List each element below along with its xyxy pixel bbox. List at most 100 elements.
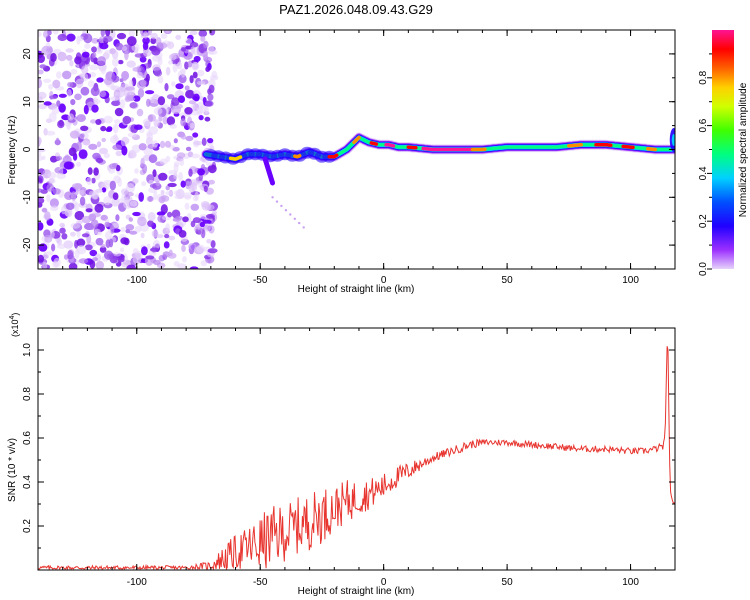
noise-blob [207, 138, 214, 144]
noise-blob [70, 222, 81, 229]
noise-blob [65, 202, 75, 210]
noise-blob [104, 49, 111, 58]
noise-blob [45, 130, 56, 136]
noise-blob [172, 146, 180, 152]
noise-blob [280, 204, 283, 208]
noise-blob [46, 183, 55, 192]
noise-blob [200, 35, 206, 42]
noise-blob [38, 78, 43, 89]
noise-blob [38, 254, 44, 263]
noise-blob [165, 191, 174, 196]
noise-blob [58, 166, 64, 175]
noise-blob [129, 230, 138, 235]
noise-blob [126, 36, 137, 47]
noise-blob [104, 231, 113, 240]
y-tick-label: 0.6 [22, 431, 33, 445]
noise-blob [91, 104, 99, 113]
noise-blob [150, 247, 160, 252]
noise-blob [207, 93, 214, 101]
noise-blob [76, 238, 86, 247]
noise-blob [202, 51, 208, 60]
noise-blob [159, 158, 168, 165]
noise-blob [195, 229, 202, 235]
noise-blob [74, 210, 85, 221]
noise-blob [94, 228, 101, 235]
signal-track-core [384, 142, 396, 148]
x-tick-label: -50 [253, 577, 268, 588]
noise-blob [74, 93, 82, 101]
noise-blob [93, 167, 99, 176]
noise-blob [188, 243, 197, 250]
noise-blob [138, 192, 144, 202]
noise-blob [193, 141, 203, 146]
noise-blob [80, 86, 90, 96]
noise-blob [132, 254, 142, 265]
noise-blob [176, 152, 186, 159]
noise-blob [56, 173, 66, 180]
noise-blob [160, 189, 165, 195]
noise-blob [51, 107, 60, 115]
noise-blob [90, 86, 100, 97]
noise-blob [110, 96, 120, 102]
noise-blob [49, 95, 58, 100]
noise-blob [146, 243, 151, 250]
noise-blob [207, 164, 217, 174]
noise-blob [198, 115, 204, 121]
noise-blob [147, 212, 156, 222]
noise-blob [134, 225, 142, 233]
noise-blob [289, 213, 292, 216]
noise-blob [46, 194, 51, 203]
noise-blob [103, 196, 112, 206]
noise-blob [168, 249, 173, 257]
noise-blob [192, 217, 201, 224]
noise-blob [189, 75, 194, 84]
noise-blob [180, 69, 186, 78]
noise-blob [146, 132, 154, 142]
noise-blob [141, 246, 148, 256]
noise-blob [203, 40, 209, 49]
noise-blob [184, 85, 190, 91]
noise-blob [76, 114, 86, 123]
noise-blob [157, 75, 164, 84]
noise-blob [189, 30, 198, 36]
noise-blob [38, 182, 42, 188]
noise-blob [166, 94, 175, 100]
noise-blob [174, 194, 184, 200]
noise-blob [92, 97, 98, 103]
noise-blob [69, 130, 80, 139]
noise-blob [78, 258, 89, 264]
noise-blob [182, 216, 189, 223]
noise-blob [43, 78, 52, 84]
noise-blob [153, 190, 158, 201]
noise-blob [115, 42, 124, 51]
noise-blob [88, 143, 98, 150]
noise-blob [38, 175, 44, 184]
noise-blob [38, 188, 44, 193]
noise-blob [158, 42, 168, 49]
noise-blob [110, 135, 119, 144]
noise-blob [86, 177, 93, 186]
spectrogram-xlabel: Height of straight line (km) [298, 284, 415, 295]
noise-blob [184, 202, 190, 210]
noise-blob [187, 60, 193, 68]
noise-blob [89, 259, 96, 269]
noise-blob [76, 141, 82, 152]
colorbar-label: Normalized spectral amplitude [738, 82, 749, 217]
noise-blob [90, 119, 97, 124]
signal-edge-blob [671, 133, 675, 146]
noise-blob [100, 214, 108, 221]
noise-blob [153, 119, 160, 128]
noise-blob [184, 61, 189, 70]
noise-blob [173, 172, 178, 180]
noise-blob [89, 249, 98, 257]
snr-panel: -100 -50 0 50 100 0.2 0.4 0.6 0.8 1.0 (x104) Heig… [7, 313, 676, 597]
noise-blob [167, 211, 173, 218]
colorbar-tick-label: 0.4 [698, 166, 709, 180]
noise-blob [165, 30, 170, 34]
noise-blob [41, 207, 48, 213]
noise-blob [176, 263, 187, 269]
noise-blob [129, 151, 137, 159]
noise-blob [136, 108, 144, 117]
noise-blob [120, 237, 129, 245]
noise-blob [97, 56, 106, 66]
